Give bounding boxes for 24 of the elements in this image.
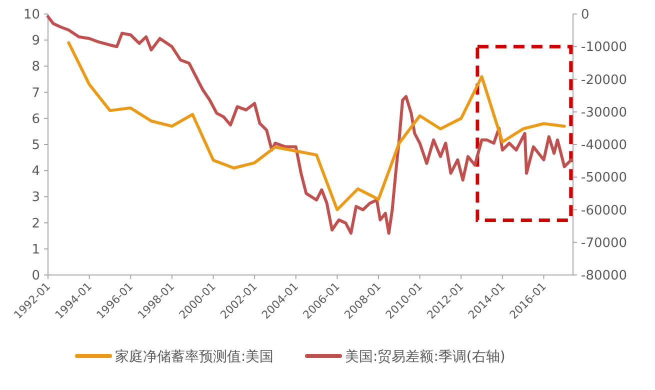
y2-tick-label: 0 [581, 8, 590, 22]
y-tick-label: 5 [32, 138, 40, 153]
y2-tick-label: -40000 [581, 138, 628, 153]
line-series [67, 41, 566, 212]
y-tick-label: 9 [32, 34, 40, 49]
y2-tick-label: -30000 [581, 105, 628, 120]
y2-tick-label: -60000 [581, 203, 628, 218]
y-tick-label: 0 [32, 268, 40, 284]
y2-tick-label: -20000 [581, 72, 628, 88]
y-tick-label: 4 [32, 164, 40, 180]
y-tick-label: 2 [32, 216, 40, 232]
y2-tick-label: -50000 [581, 170, 628, 186]
line-series [46, 15, 573, 235]
legend-label: 家庭净储蓄率预测值:美国 [115, 349, 274, 365]
y2-tick-label: -10000 [581, 40, 628, 56]
y-tick-label: 3 [32, 190, 40, 206]
legend-label: 美国:贸易差额:季调(右轴) [345, 349, 506, 365]
y-tick-label: 7 [32, 86, 40, 101]
y-tick-label: 8 [32, 60, 40, 75]
y2-tick-label: -80000 [581, 268, 628, 284]
y-tick-label: 6 [32, 112, 40, 127]
y-tick-label: 1 [32, 242, 40, 258]
y2-tick-label: -70000 [581, 236, 628, 251]
y-tick-label: 10 [23, 8, 40, 22]
